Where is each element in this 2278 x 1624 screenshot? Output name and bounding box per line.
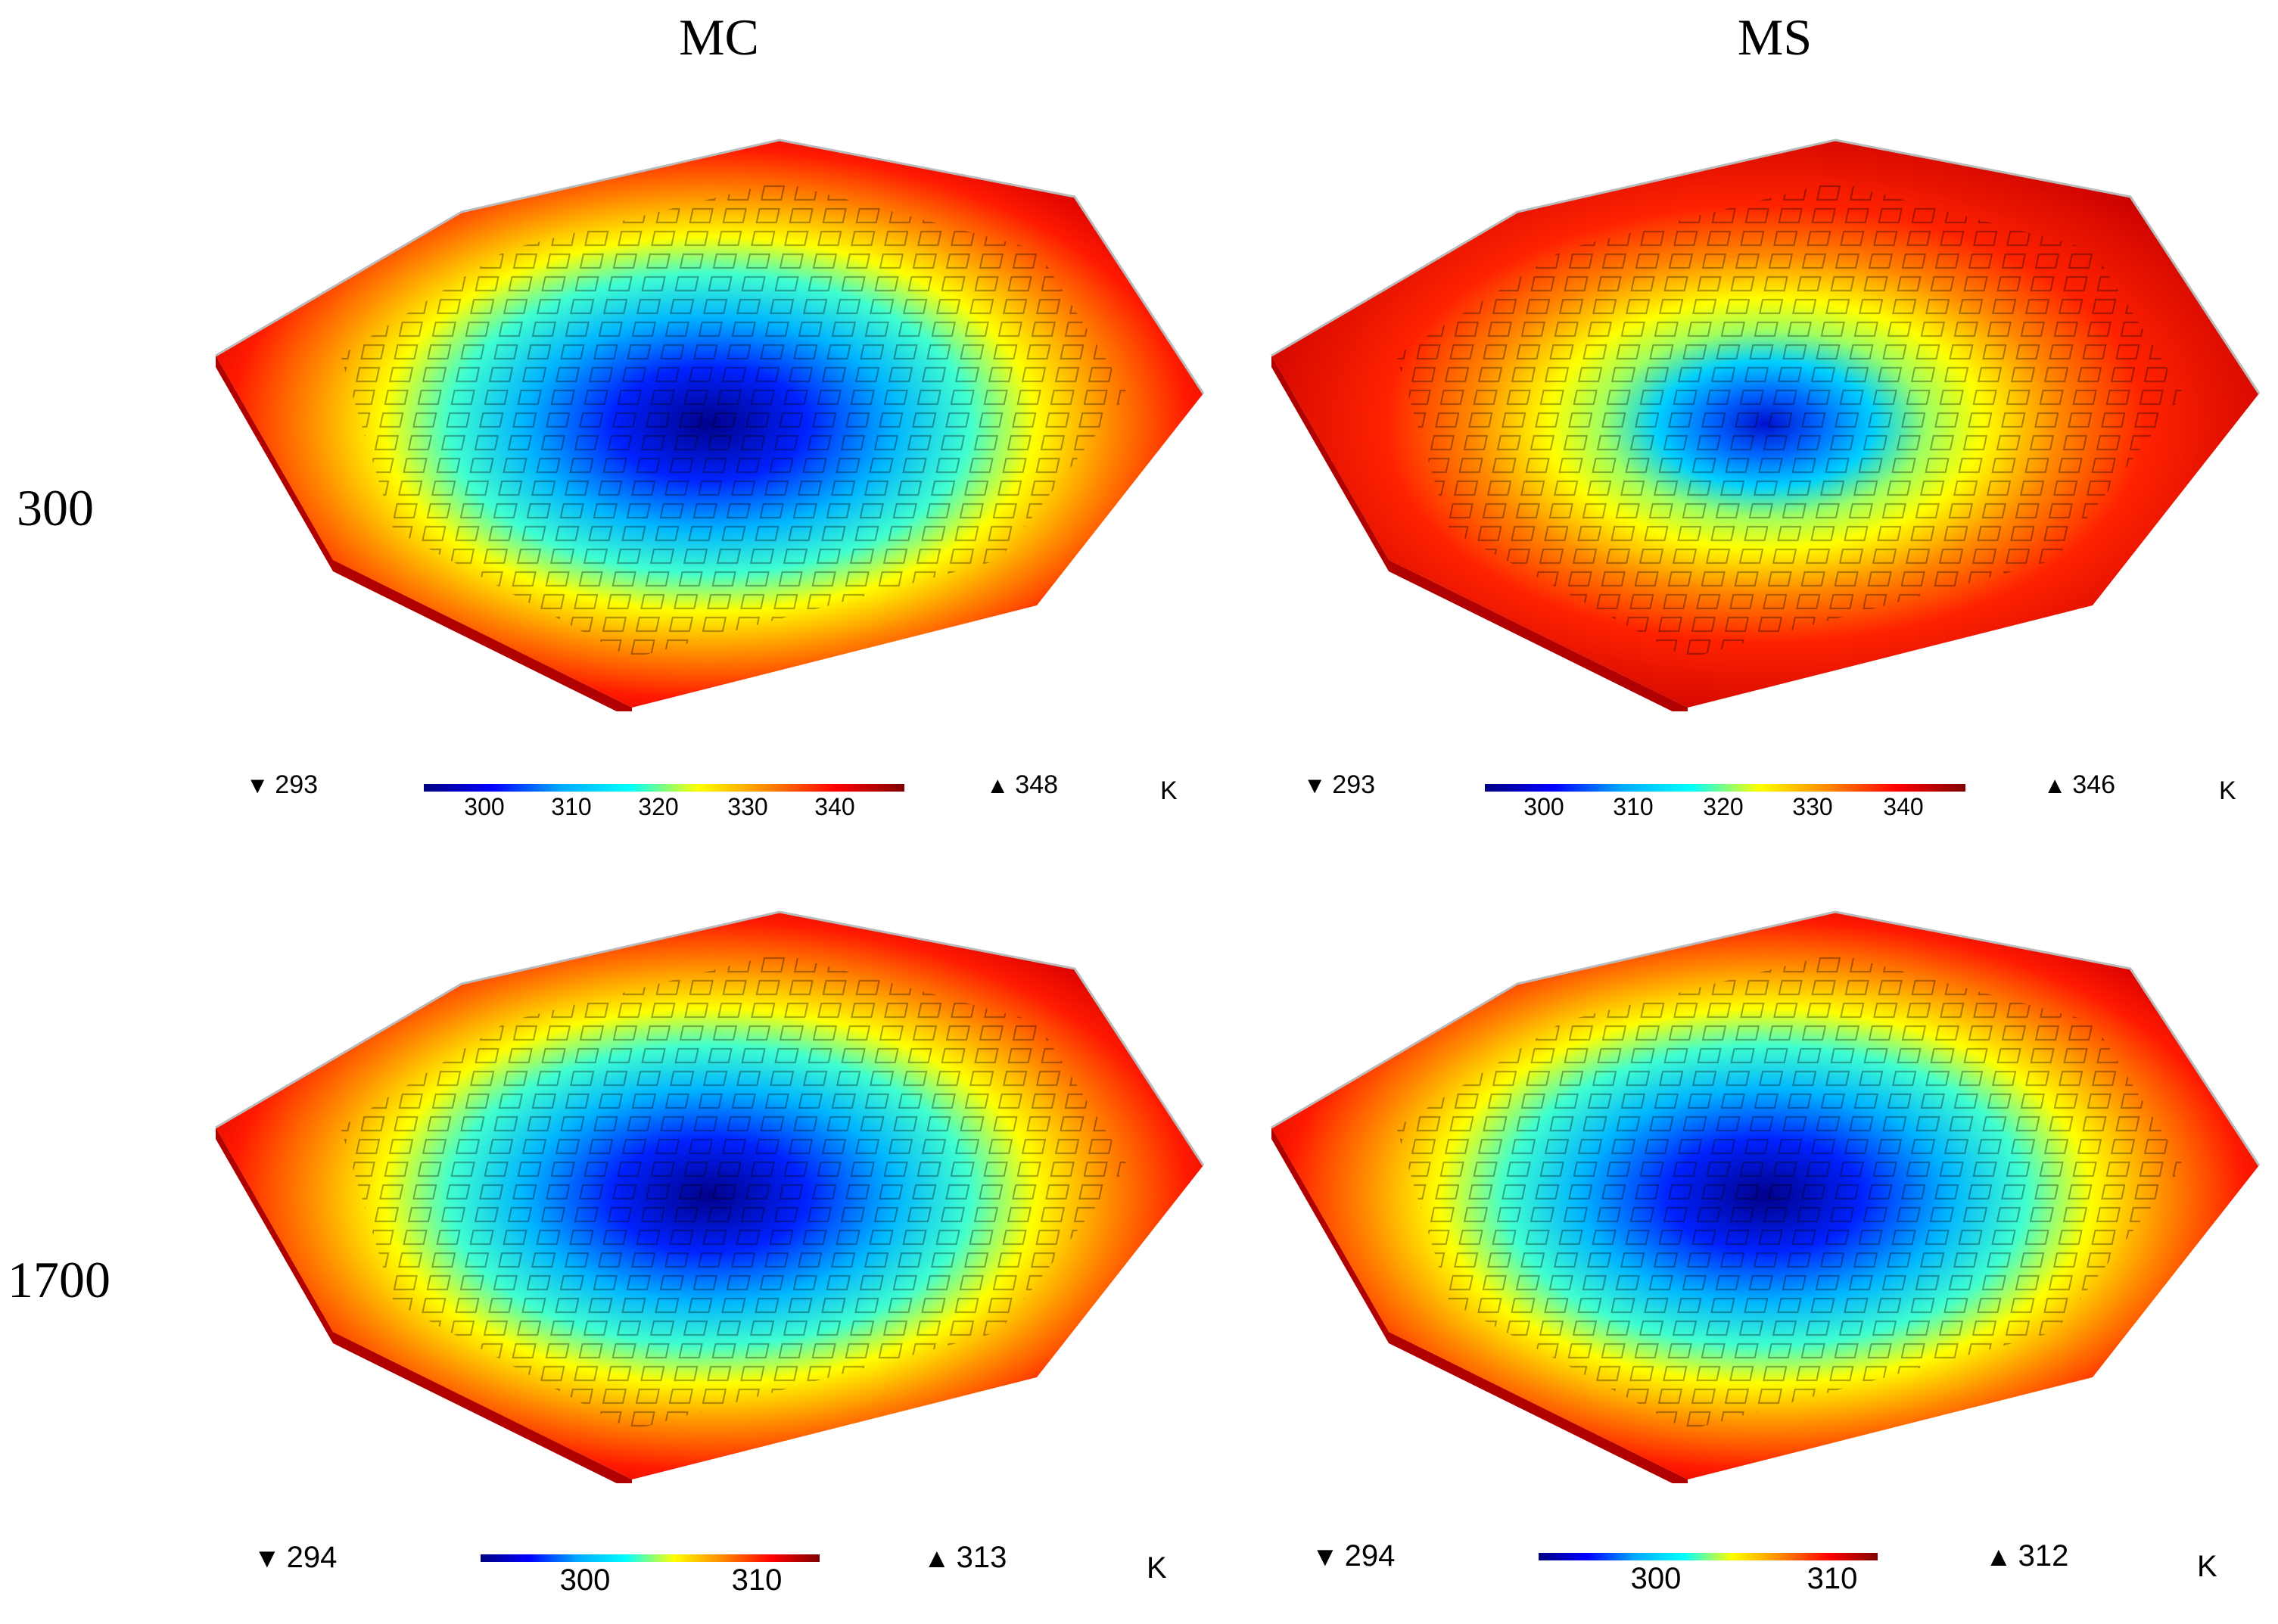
plate-top-blocks [1396, 182, 2183, 658]
colorbar-tick: 310 [551, 793, 592, 820]
colorbar-mc-1700: ▼ 294 300 310 ▲ 313 K [254, 1541, 1237, 1624]
colorbar-tick: 300 [1630, 1562, 1682, 1595]
colorbar-tick: 340 [814, 793, 855, 820]
colorbar-ms-300: ▼ 293 300 310 320 330 340 ▲ 346 K [1303, 770, 2272, 854]
min-triangle-icon: ▼ [1312, 1541, 1339, 1572]
min-triangle-icon: ▼ [254, 1542, 281, 1573]
colorbar-gradient [424, 784, 904, 792]
colorbar-tick: 300 [464, 793, 505, 820]
heatmap-panel-mc-300 [204, 136, 1218, 711]
colorbar-tick: 310 [731, 1563, 783, 1597]
colorbar-max: 346 [2072, 770, 2116, 799]
min-triangle-icon: ▼ [246, 773, 269, 798]
colorbar-min: 294 [1344, 1539, 1396, 1573]
colorbar-mc-300: ▼ 293 300 310 320 330 340 ▲ 348 K [246, 770, 1230, 854]
max-triangle-icon: ▲ [923, 1542, 951, 1573]
colorbar-tick: 330 [1792, 793, 1833, 820]
colorbar-tick: 310 [1613, 793, 1654, 820]
colorbar-tick: 320 [1703, 793, 1744, 820]
colorbar-unit: K [2197, 1550, 2217, 1583]
colorbar-min: 293 [275, 770, 319, 799]
max-triangle-icon: ▲ [1985, 1541, 2012, 1572]
colorbar-max: 312 [2018, 1539, 2069, 1573]
colorbar-max: 348 [1015, 770, 1059, 799]
row-label-300: 300 [17, 479, 94, 537]
colorbar-tick: 310 [1807, 1562, 1858, 1595]
colorbar-gradient [1485, 784, 1965, 792]
plate-top-blocks [341, 954, 1128, 1430]
colorbar-gradient [1539, 1553, 1878, 1560]
plate-top-blocks [341, 182, 1128, 658]
colorbar-min: 294 [286, 1541, 338, 1574]
colorbar-tick: 340 [1883, 793, 1924, 820]
colorbar-tick: 320 [638, 793, 679, 820]
colorbar-unit: K [2219, 776, 2236, 805]
colorbar-tick: 300 [1523, 793, 1564, 820]
colorbar-tick: 330 [727, 793, 768, 820]
colorbar-ms-1700: ▼ 294 300 310 ▲ 312 K [1312, 1539, 2273, 1622]
col-header-ms: MS [1737, 8, 1813, 66]
colorbar-gradient [481, 1554, 820, 1562]
col-header-mc: MC [679, 8, 759, 66]
max-triangle-icon: ▲ [986, 773, 1010, 798]
colorbar-unit: K [1147, 1551, 1167, 1585]
colorbar-tick: 300 [559, 1563, 611, 1597]
heatmap-panel-ms-1700 [1260, 908, 2274, 1483]
row-label-1700: 1700 [8, 1251, 110, 1308]
heatmap-panel-mc-1700 [204, 908, 1218, 1483]
heatmap-panel-ms-300 [1260, 136, 2274, 711]
colorbar-min: 293 [1332, 770, 1376, 799]
max-triangle-icon: ▲ [2043, 773, 2067, 798]
colorbar-max: 313 [956, 1541, 1007, 1574]
colorbar-unit: K [1160, 776, 1178, 805]
min-triangle-icon: ▼ [1303, 773, 1327, 798]
plate-top-blocks [1396, 954, 2183, 1430]
